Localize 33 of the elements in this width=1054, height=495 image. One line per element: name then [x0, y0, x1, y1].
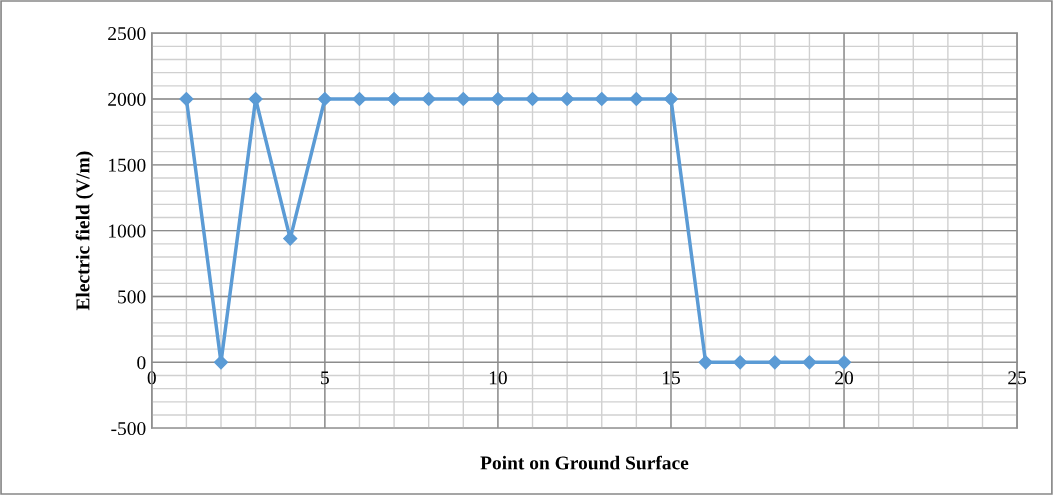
point [317, 91, 332, 107]
x-tick-label: 15 [662, 371, 680, 385]
y-tick-label: 500 [118, 290, 146, 304]
x-tick-label: 25 [1008, 371, 1027, 385]
point [629, 91, 644, 107]
point [594, 91, 609, 107]
point [525, 91, 540, 107]
point [698, 355, 713, 370]
point [421, 91, 436, 107]
y-axis-title: Electric field (V/m) [75, 151, 94, 311]
point [213, 355, 229, 370]
point [802, 355, 817, 370]
x-tick-label: 20 [835, 371, 854, 385]
point [767, 355, 782, 370]
point [456, 91, 471, 107]
y-tick-label: 1500 [109, 158, 146, 172]
y-tick-label: 1000 [109, 224, 146, 238]
y-tick-label: 2500 [108, 26, 146, 41]
y-tick-label: -500 [111, 421, 146, 436]
x-axis-title: Point on Ground Surface [480, 455, 689, 470]
x-tick-label: 0 [147, 371, 156, 385]
point [733, 355, 748, 370]
point [560, 91, 575, 107]
point [386, 91, 402, 107]
y-tick-label: 0 [137, 356, 146, 370]
x-tick-label: 5 [321, 371, 329, 385]
point [179, 91, 194, 107]
point [836, 355, 852, 370]
y-tick-label: 2000 [108, 92, 146, 106]
point [352, 91, 367, 107]
x-tick-label: 10 [489, 371, 507, 385]
point [663, 91, 679, 107]
point [490, 91, 505, 107]
